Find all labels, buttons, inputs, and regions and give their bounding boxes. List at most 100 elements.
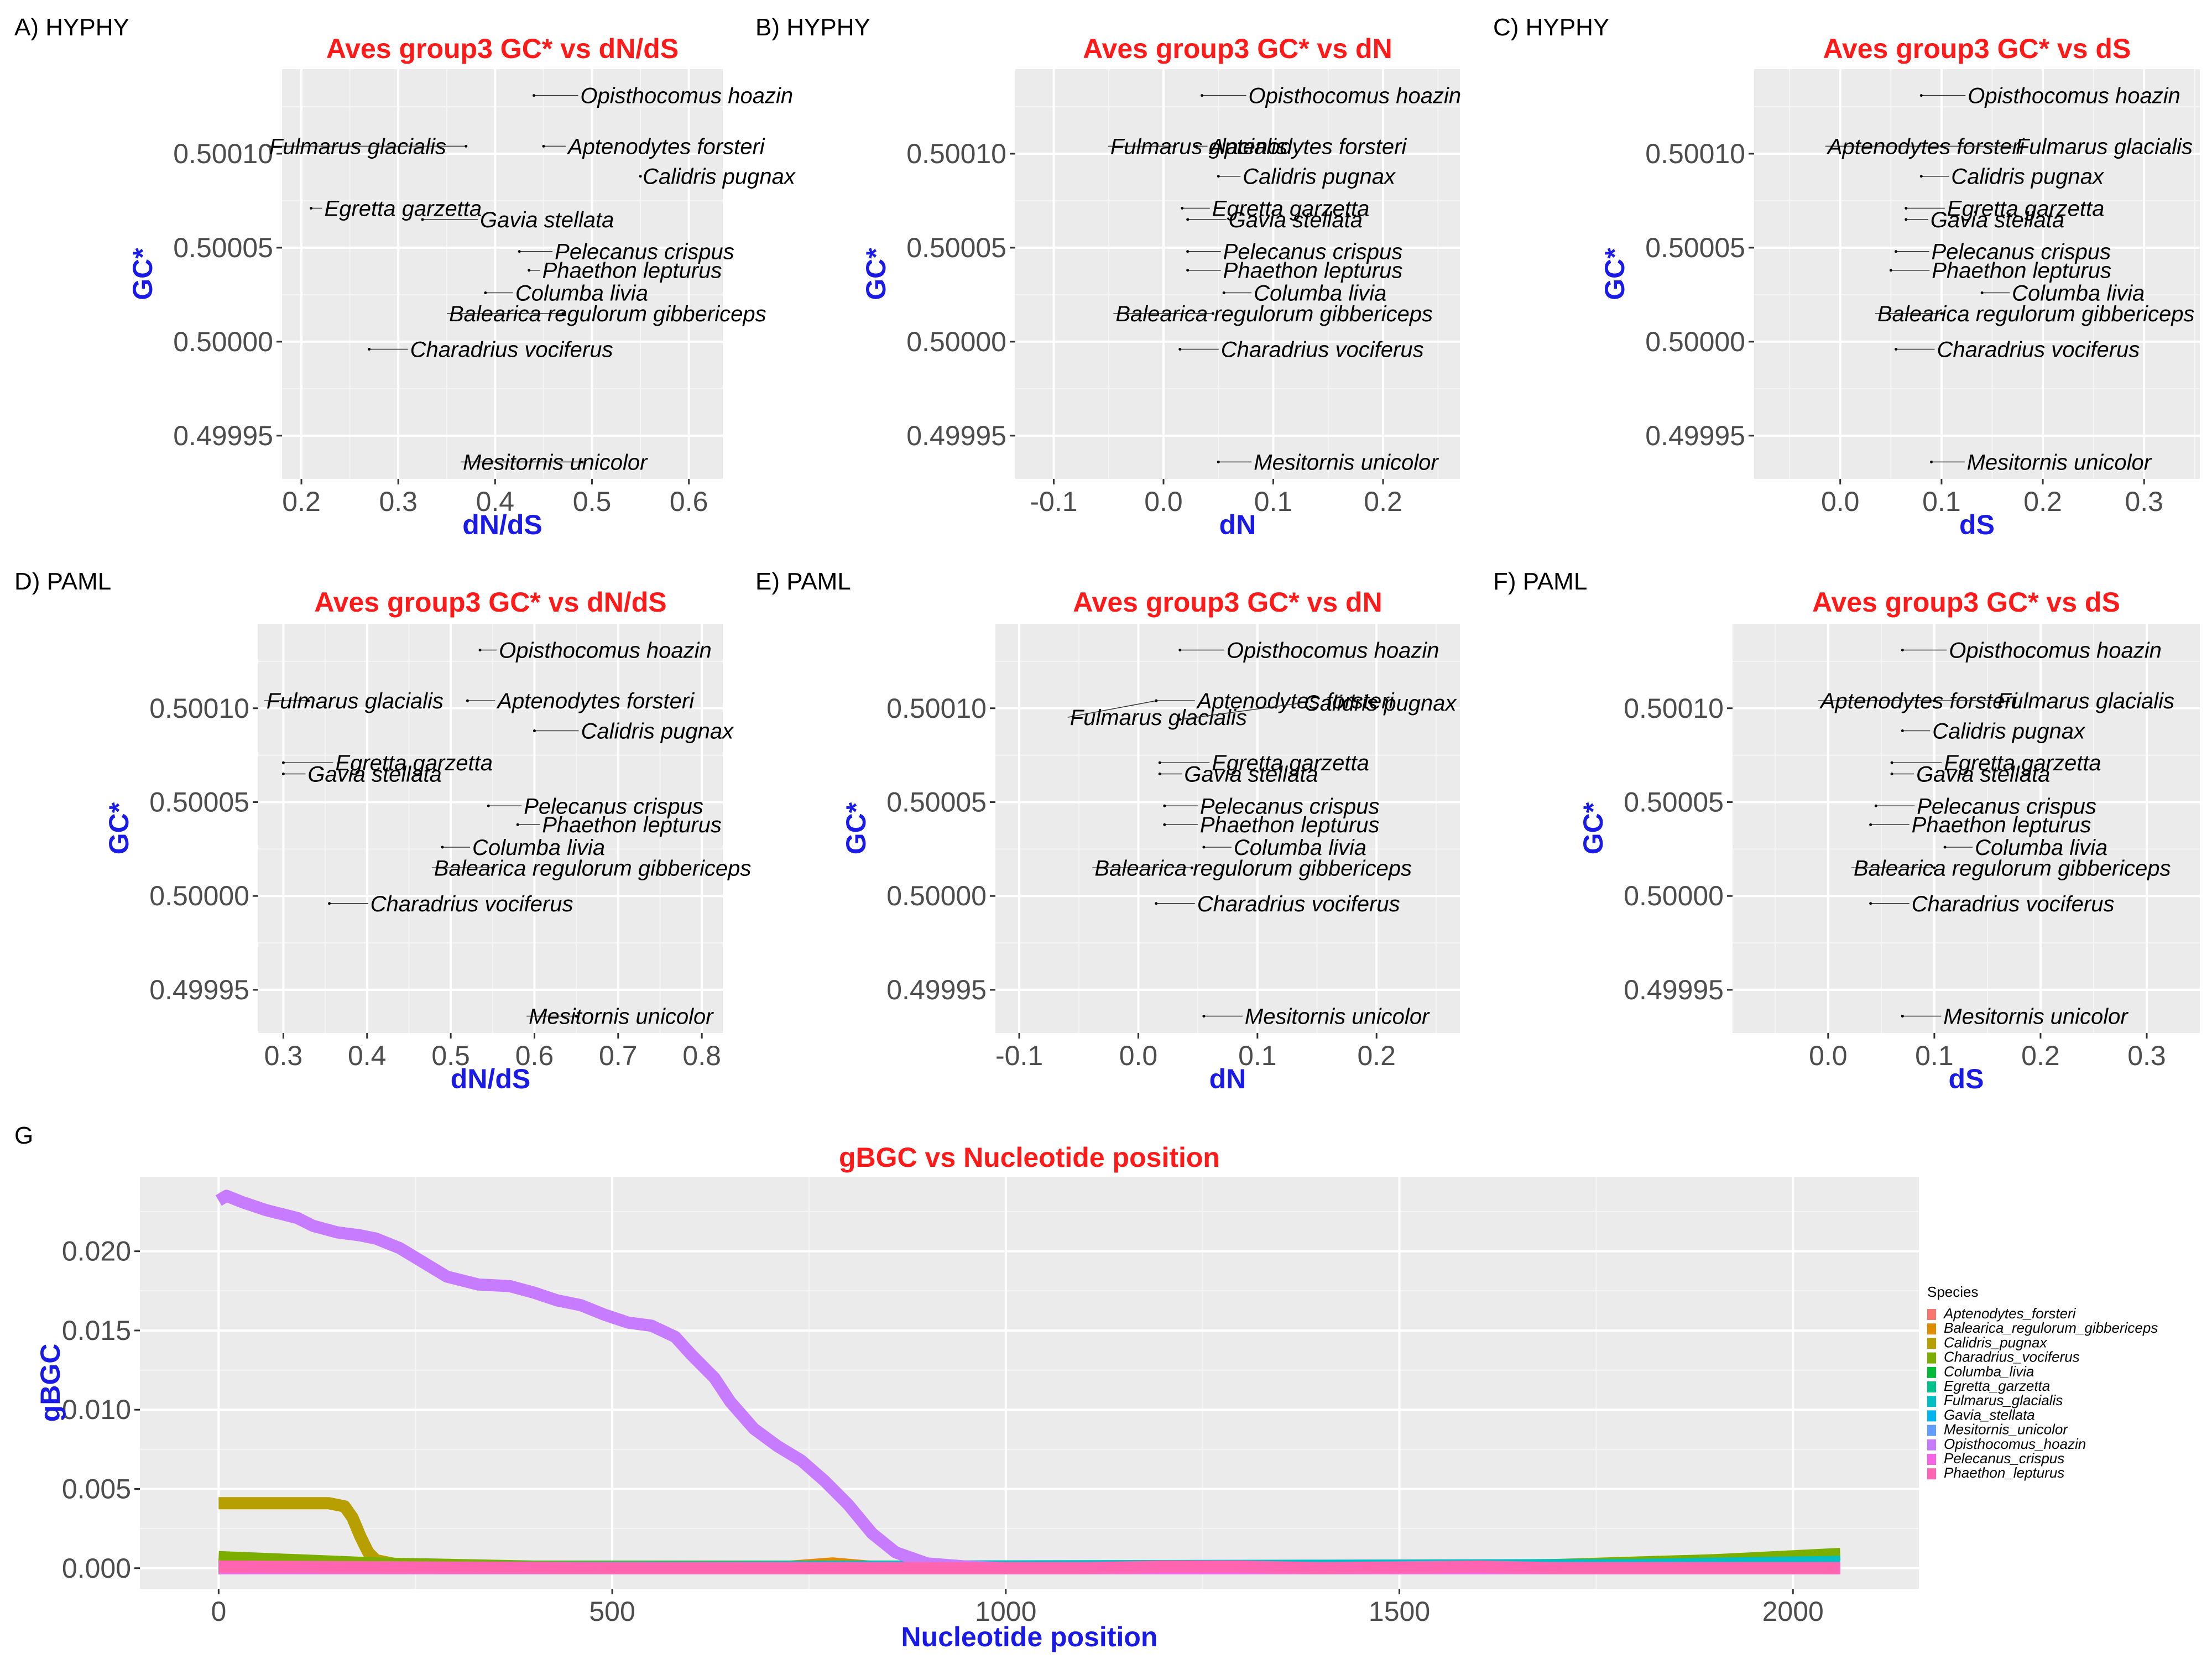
panel-f-point-label-gavia-stellata: Gavia stellata: [1916, 763, 2050, 787]
panel-f-xtick-label: 0.0: [1809, 1040, 1848, 1071]
panel-f-point-label-fulmarus-glacialis: Fulmarus glacialis: [1997, 689, 2174, 713]
legend-key-pelecanus-crispus: [1927, 1454, 1936, 1465]
panel-d: D) PAML Aves group3 GC* vs dN/dS 0.3 0.4 0.5…: [14, 568, 751, 1094]
panel-b-point-label-opisthocomus-hoazin: Opisthocomus hoazin: [1248, 84, 1461, 108]
panel-a-point-label-calidris-pugnax: Calidris pugnax: [643, 165, 796, 189]
panel-d-xtick-label: 0.8: [682, 1040, 721, 1071]
legend-key-gavia-stellata: [1927, 1410, 1936, 1422]
panel-c-xtick-label: 0.2: [2023, 486, 2062, 517]
panel-b-xtick-label: 0.0: [1144, 486, 1183, 517]
panel-f-xtick-label: 0.3: [2127, 1040, 2166, 1071]
panel-d-x-axis-title: dN/dS: [451, 1063, 530, 1094]
panel-f-point-phaethon-lepturus: [1869, 823, 1872, 826]
panel-g-title: gBGC vs Nucleotide position: [839, 1142, 1220, 1173]
panel-d-point-label-fulmarus-glacialis: Fulmarus glacialis: [267, 689, 444, 713]
panel-c-ytick-label: 0.50000: [1645, 326, 1745, 357]
panel-g-xtick-label: 1500: [1369, 1596, 1430, 1627]
panel-a-point-mesitornis-unicolor: [581, 460, 584, 463]
panel-a-point-label-charadrius-vociferus: Charadrius vociferus: [410, 337, 613, 362]
panel-f-ytick-label: 0.50010: [1624, 693, 1724, 724]
panel-d-point-mesitornis-unicolor: [575, 1014, 578, 1018]
panel-d-point-columba-livia: [441, 846, 444, 849]
legend-title: Species: [1927, 1284, 1979, 1300]
legend-label-balearica-regulorum-gibbericeps: Balearica_regulorum_gibbericeps: [1944, 1319, 2158, 1336]
panel-d-label: D) PAML: [14, 568, 111, 595]
panel-b-point-fulmarus-glacialis: [1173, 144, 1176, 148]
panel-d-ytick-label: 0.49995: [149, 974, 249, 1005]
panel-a-point-label-columba-livia: Columba livia: [515, 281, 648, 305]
panel-c-point-label-columba-livia: Columba livia: [2012, 281, 2145, 305]
panel-b-xtick-label: -0.1: [1030, 486, 1077, 517]
legend-label-aptenodytes-forsteri: Aptenodytes_forsteri: [1943, 1305, 2077, 1322]
panel-e-point-fulmarus-glacialis: [1155, 699, 1158, 702]
panel-d-ytick-label: 0.50005: [149, 786, 249, 817]
panel-d-point-phaethon-lepturus: [516, 823, 519, 826]
panel-b-point-columba-livia: [1222, 291, 1225, 294]
panel-c-point-mesitornis-unicolor: [1930, 460, 1933, 463]
panel-e-y-axis-title: GC*: [841, 802, 872, 854]
panel-g-ytick-label: 0.020: [62, 1236, 131, 1267]
panel-e-xtick-label: -0.1: [995, 1040, 1043, 1071]
panel-f-point-columba-livia: [1943, 846, 1947, 849]
panel-d-point-egretta-garzetta: [281, 761, 285, 764]
panel-e-point-calidris-pugnax: [1178, 718, 1182, 721]
legend-label-opisthocomus-hoazin: Opisthocomus_hoazin: [1944, 1436, 2086, 1452]
panel-f-xtick-label: 0.1: [1915, 1040, 1954, 1071]
panel-d-point-fulmarus-glacialis: [307, 699, 310, 702]
panel-g-y-axis-title: gBGC: [35, 1344, 66, 1422]
panel-e-point-balearica-regulorum-gibbericeps: [1190, 866, 1193, 869]
panel-b-title: Aves group3 GC* vs dN: [1083, 33, 1392, 64]
panel-a-ytick-label: 0.49995: [173, 420, 273, 451]
panel-d-point-label-gavia-stellata: Gavia stellata: [307, 763, 441, 787]
panel-d-point-label-pelecanus-crispus: Pelecanus crispus: [524, 794, 703, 818]
panel-e-point-pelecanus-crispus: [1163, 804, 1166, 807]
panel-a-point-label-opisthocomus-hoazin: Opisthocomus hoazin: [580, 84, 793, 108]
panel-c-point-label-aptenodytes-forsteri: Aptenodytes forsteri: [1827, 134, 2025, 159]
panel-g-legend: Species Aptenodytes_forsteriBalearica_reg…: [1927, 1284, 2158, 1481]
panel-e-point-charadrius-vociferus: [1155, 902, 1158, 905]
panel-a-point-phaethon-lepturus: [528, 269, 531, 272]
panel-e-point-egretta-garzetta: [1158, 761, 1161, 764]
panel-c-point-pelecanus-crispus: [1894, 250, 1897, 253]
panel-a-ytick-label: 0.50005: [173, 232, 273, 263]
panel-e-point-label-balearica-regulorum-gibbericeps: Balearica regulorum gibbericeps: [1094, 856, 1412, 880]
panel-d-xtick-label: 0.4: [348, 1040, 387, 1071]
panel-f-point-balearica-regulorum-gibbericeps: [1933, 866, 1936, 869]
panel-a-point-label-balearica-regulorum-gibbericeps: Balearica regulorum gibbericeps: [449, 302, 766, 326]
panel-b-point-label-pelecanus-crispus: Pelecanus crispus: [1223, 240, 1403, 264]
panel-f-point-pelecanus-crispus: [1874, 804, 1877, 807]
legend-label-phaethon-lepturus: Phaethon_lepturus: [1944, 1464, 2064, 1481]
panel-a-point-gavia-stellata: [421, 218, 424, 221]
legend-key-phaethon-lepturus: [1927, 1468, 1936, 1480]
panel-a-point-label-phaethon-lepturus: Phaethon lepturus: [542, 259, 722, 283]
panel-c-point-columba-livia: [1980, 291, 1984, 294]
panel-a-label: A) HYPHY: [14, 14, 129, 41]
panel-d-point-label-aptenodytes-forsteri: Aptenodytes forsteri: [496, 689, 695, 713]
panel-f-point-label-opisthocomus-hoazin: Opisthocomus hoazin: [1949, 639, 2162, 663]
panel-a-point-pelecanus-crispus: [518, 250, 521, 253]
panel-b-point-label-egretta-garzetta: Egretta garzetta: [1212, 197, 1370, 221]
panel-c-point-label-phaethon-lepturus: Phaethon lepturus: [1932, 259, 2111, 283]
panel-a-xtick-label: 0.5: [573, 486, 612, 517]
panel-c-point-fulmarus-glacialis: [1940, 144, 1943, 148]
panel-g-ytick-label: 0.000: [62, 1553, 131, 1584]
panel-d-point-label-columba-livia: Columba livia: [472, 836, 605, 860]
panel-b-point-phaethon-lepturus: [1186, 269, 1190, 272]
legend-key-balearica-regulorum-gibbericeps: [1927, 1323, 1936, 1335]
panel-e-ytick-label: 0.50000: [886, 880, 987, 911]
panel-a-y-axis-title: GC*: [127, 248, 158, 300]
panel-c-point-label-fulmarus-glacialis: Fulmarus glacialis: [2016, 134, 2193, 159]
panel-a: A) HYPHY Aves group3 GC* vs dN/dS 0.2 0.3 0.…: [14, 14, 796, 540]
panel-c-ytick-label: 0.49995: [1645, 420, 1745, 451]
panel-f-title: Aves group3 GC* vs dS: [1812, 587, 2120, 618]
panel-b-point-label-balearica-regulorum-gibbericeps: Balearica regulorum gibbericeps: [1115, 302, 1433, 326]
panel-c-point-egretta-garzetta: [1905, 207, 1908, 210]
panel-d-xtick-label: 0.5: [431, 1040, 470, 1071]
panel-f-ytick-label: 0.49995: [1624, 974, 1724, 1005]
panel-e-point-label-columba-livia: Columba livia: [1234, 836, 1366, 860]
panel-c-point-label-mesitornis-unicolor: Mesitornis unicolor: [1967, 450, 2152, 474]
panel-d-point-charadrius-vociferus: [328, 902, 331, 905]
panel-f-ytick-label: 0.50000: [1624, 880, 1724, 911]
panel-c-plot-background: [1754, 69, 2200, 479]
